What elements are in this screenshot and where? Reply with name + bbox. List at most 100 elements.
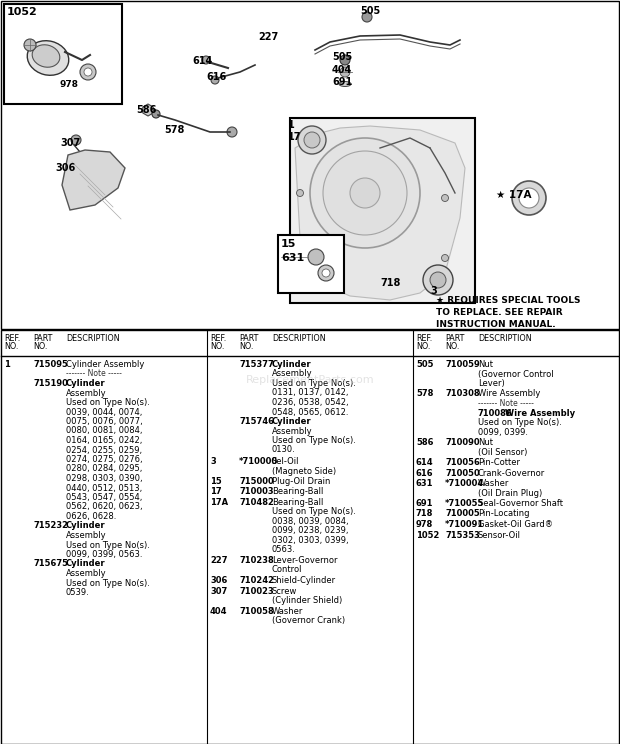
Text: Nut: Nut [478, 438, 493, 447]
Text: (Governor Crank): (Governor Crank) [272, 616, 345, 625]
Circle shape [441, 194, 448, 202]
Circle shape [202, 56, 210, 64]
Text: REF.: REF. [210, 334, 226, 343]
Text: 0280, 0284, 0295,: 0280, 0284, 0295, [66, 464, 143, 473]
Polygon shape [295, 126, 465, 300]
Text: *710004: *710004 [445, 479, 484, 488]
Bar [278, 235, 344, 293]
Text: 0080, 0081, 0084,: 0080, 0081, 0084, [66, 426, 143, 435]
Text: Assembly: Assembly [66, 569, 107, 578]
Polygon shape [62, 150, 125, 210]
Text: 978: 978 [60, 80, 79, 89]
Text: 306: 306 [210, 576, 228, 585]
Text: 710023: 710023 [239, 586, 274, 595]
Circle shape [211, 76, 219, 84]
Text: PART: PART [33, 334, 52, 343]
Text: Assembly: Assembly [66, 388, 107, 397]
Text: 631: 631 [281, 253, 304, 263]
Text: PART: PART [239, 334, 259, 343]
Text: 614: 614 [416, 458, 433, 467]
Circle shape [340, 67, 350, 77]
Text: 1: 1 [4, 360, 10, 369]
Text: 404: 404 [332, 65, 352, 75]
Text: DESCRIPTION: DESCRIPTION [478, 334, 531, 343]
Text: 710086: 710086 [478, 408, 513, 417]
Text: 0038, 0039, 0084,: 0038, 0039, 0084, [272, 517, 348, 526]
Text: 586: 586 [136, 105, 156, 115]
Text: Plug-Oil Drain: Plug-Oil Drain [272, 477, 330, 486]
Text: 0440, 0512, 0513,: 0440, 0512, 0513, [66, 484, 142, 493]
Ellipse shape [27, 41, 69, 75]
Text: (Cylinder Shield): (Cylinder Shield) [272, 596, 342, 605]
Text: 15: 15 [210, 477, 222, 486]
Text: 3: 3 [210, 457, 216, 466]
Text: 715675: 715675 [33, 559, 68, 568]
Text: 715746: 715746 [239, 417, 274, 426]
Text: Cylinder: Cylinder [66, 559, 105, 568]
Circle shape [71, 135, 81, 145]
Text: PART: PART [445, 334, 464, 343]
Text: Shield-Cylinder: Shield-Cylinder [272, 576, 336, 585]
Text: 614: 614 [192, 56, 212, 66]
Text: 715095: 715095 [33, 360, 68, 369]
Text: 0298, 0303, 0390,: 0298, 0303, 0390, [66, 474, 143, 483]
Text: 17: 17 [288, 132, 301, 142]
Text: Washer: Washer [272, 606, 303, 615]
Text: 710059: 710059 [445, 360, 480, 369]
Text: DESCRIPTION: DESCRIPTION [272, 334, 326, 343]
Text: NO.: NO. [4, 342, 19, 351]
Text: Sel-Oil: Sel-Oil [272, 457, 299, 466]
Text: 0562, 0620, 0623,: 0562, 0620, 0623, [66, 502, 143, 512]
Circle shape [430, 272, 446, 288]
Text: Bearing-Ball: Bearing-Ball [272, 498, 324, 507]
Text: 307: 307 [210, 586, 228, 595]
Circle shape [298, 126, 326, 154]
Text: 0099, 0238, 0239,: 0099, 0238, 0239, [272, 527, 348, 536]
Text: 0274, 0275, 0276,: 0274, 0275, 0276, [66, 455, 143, 464]
Circle shape [80, 64, 96, 80]
Text: 715000: 715000 [239, 477, 274, 486]
Text: (Oil Drain Plug): (Oil Drain Plug) [478, 489, 542, 498]
Text: Seal-Governor Shaft: Seal-Governor Shaft [478, 499, 563, 508]
Text: Lever): Lever) [478, 379, 505, 388]
Text: 718: 718 [416, 510, 433, 519]
Text: 0543, 0547, 0554,: 0543, 0547, 0554, [66, 493, 143, 502]
Text: 0236, 0538, 0542,: 0236, 0538, 0542, [272, 398, 348, 407]
Text: Cylinder: Cylinder [272, 417, 312, 426]
Text: Lever-Governor: Lever-Governor [272, 556, 337, 565]
Text: Bearing-Ball: Bearing-Ball [272, 487, 324, 496]
Text: Assembly: Assembly [272, 426, 312, 435]
Text: (Magneto Side): (Magneto Side) [272, 466, 336, 475]
Text: Wire Assembly: Wire Assembly [478, 390, 541, 399]
Text: Assembly: Assembly [66, 531, 107, 540]
Text: Screw: Screw [272, 586, 298, 595]
Text: 0254, 0255, 0259,: 0254, 0255, 0259, [66, 446, 142, 455]
Circle shape [340, 55, 350, 65]
Text: 15: 15 [281, 239, 296, 249]
Text: 17: 17 [210, 487, 221, 496]
Text: NO.: NO. [416, 342, 430, 351]
Circle shape [24, 39, 36, 51]
Text: Wire Assembly: Wire Assembly [502, 408, 575, 417]
Text: *710055: *710055 [445, 499, 484, 508]
Circle shape [350, 178, 380, 208]
Circle shape [318, 265, 334, 281]
Circle shape [441, 254, 448, 261]
Text: 710058: 710058 [239, 606, 274, 615]
Text: 710003: 710003 [239, 487, 273, 496]
Circle shape [519, 188, 539, 208]
Text: 505: 505 [332, 52, 352, 62]
Circle shape [310, 138, 420, 248]
Text: 710242: 710242 [239, 576, 274, 585]
Text: ★ REQUIRES SPECIAL TOOLS: ★ REQUIRES SPECIAL TOOLS [436, 296, 580, 305]
Text: 227: 227 [258, 32, 278, 42]
Text: 578: 578 [164, 125, 184, 135]
Text: 0099, 0399.: 0099, 0399. [478, 428, 528, 437]
Ellipse shape [32, 45, 60, 67]
Text: REF.: REF. [4, 334, 20, 343]
Text: 710238: 710238 [239, 556, 274, 565]
Circle shape [84, 68, 92, 76]
Text: Used on Type No(s).: Used on Type No(s). [66, 579, 150, 588]
Circle shape [323, 151, 407, 235]
Text: 17A: 17A [210, 498, 228, 507]
